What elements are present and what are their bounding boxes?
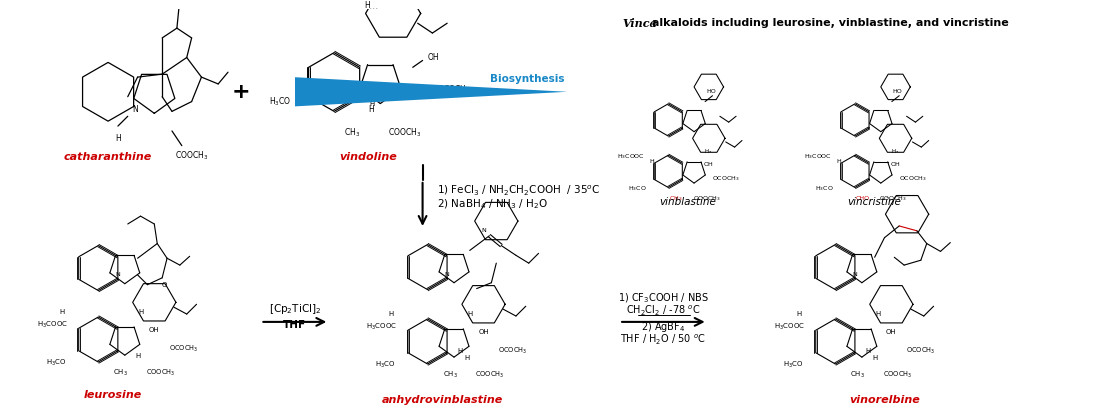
Text: CH$_3$: CH$_3$: [442, 369, 458, 380]
Text: leurosine: leurosine: [84, 390, 142, 400]
Text: N: N: [383, 87, 388, 93]
Text: THF: THF: [284, 320, 307, 330]
Text: CHO: CHO: [856, 196, 869, 201]
Text: OCOCH$_3$: OCOCH$_3$: [899, 174, 926, 183]
Text: H: H: [138, 309, 143, 315]
Text: H$_3$CO: H$_3$CO: [815, 184, 834, 193]
Text: N: N: [116, 272, 120, 277]
Text: H$_3$COOC: H$_3$COOC: [366, 322, 397, 332]
Text: CH$_3$: CH$_3$: [113, 368, 129, 378]
Text: H: H: [458, 348, 463, 354]
Text: 2) AgBF$_4$: 2) AgBF$_4$: [641, 320, 685, 334]
Text: CH$_3$: CH$_3$: [669, 194, 682, 203]
Text: OCOCH$_3$: OCOCH$_3$: [498, 346, 528, 356]
Text: COOCH$_3$: COOCH$_3$: [882, 369, 912, 380]
Text: 1) FeCl$_3$ / NH$_2$CH$_2$COOH  / 35$^o$C: 1) FeCl$_3$ / NH$_2$CH$_2$COOH / 35$^o$C: [438, 183, 601, 197]
Text: COOCH$_3$: COOCH$_3$: [145, 368, 175, 378]
Text: COOCH$_3$: COOCH$_3$: [388, 127, 421, 139]
Text: H$_3$COOC: H$_3$COOC: [36, 320, 67, 330]
Text: H: H: [388, 311, 394, 317]
Text: H$_3$CO: H$_3$CO: [375, 360, 396, 370]
Text: H$_3$CO: H$_3$CO: [783, 360, 803, 370]
Text: H: H: [836, 159, 842, 164]
Text: H$_3$COOC: H$_3$COOC: [617, 152, 646, 161]
Text: H: H: [865, 348, 870, 354]
Text: H: H: [464, 355, 470, 361]
Text: H: H: [59, 309, 65, 315]
Text: O: O: [162, 282, 167, 288]
Text: H: H: [796, 311, 802, 317]
Text: OCOCH$_3$: OCOCH$_3$: [712, 174, 739, 183]
Text: COOCH$_3$: COOCH$_3$: [475, 369, 504, 380]
Text: H$_{...}$: H$_{...}$: [364, 0, 378, 12]
Text: OH: OH: [148, 327, 159, 333]
Text: OCOCH$_3$: OCOCH$_3$: [169, 344, 198, 354]
Text: H: H: [368, 105, 374, 114]
Text: COOCH$_3$: COOCH$_3$: [880, 194, 907, 203]
Text: OH: OH: [886, 329, 896, 335]
Text: Biosynthesis: Biosynthesis: [490, 74, 564, 84]
Text: anhydrovinblastine: anhydrovinblastine: [382, 395, 503, 405]
Text: H: H: [872, 355, 878, 361]
Text: vinorelbine: vinorelbine: [849, 395, 920, 405]
Text: H: H: [650, 159, 654, 164]
Text: alkaloids including leurosine, vinblastine, and vincristine: alkaloids including leurosine, vinblasti…: [648, 18, 1009, 28]
Text: CH$_3$: CH$_3$: [850, 369, 866, 380]
Text: H: H: [116, 134, 121, 143]
Text: OH: OH: [704, 162, 714, 166]
Text: COOCH$_3$: COOCH$_3$: [175, 149, 208, 162]
Text: N: N: [481, 229, 486, 233]
Text: N: N: [132, 105, 138, 114]
Text: vincristine: vincristine: [848, 197, 902, 208]
Text: H: H: [874, 311, 880, 317]
Text: CH$_2$Cl$_2$ / -78 $^o$C: CH$_2$Cl$_2$ / -78 $^o$C: [626, 304, 701, 318]
Text: catharanthine: catharanthine: [64, 152, 152, 162]
Text: COOCH$_3$: COOCH$_3$: [693, 194, 720, 203]
Text: OCOCH$_3$: OCOCH$_3$: [438, 83, 471, 96]
Text: H$_\bullet$: H$_\bullet$: [891, 148, 900, 155]
Text: N: N: [444, 272, 450, 277]
Text: H$_3$CO: H$_3$CO: [46, 358, 66, 368]
Text: OH: OH: [891, 162, 901, 166]
Text: OH: OH: [428, 53, 439, 62]
Text: H: H: [370, 101, 375, 106]
Text: vinblastine: vinblastine: [660, 197, 716, 208]
Text: H$_3$COOC: H$_3$COOC: [773, 322, 804, 332]
Text: HO: HO: [893, 89, 903, 94]
Text: OH: OH: [478, 329, 488, 335]
Text: OCOCH$_3$: OCOCH$_3$: [906, 346, 935, 356]
Text: HO: HO: [706, 89, 716, 94]
Text: CH$_3$: CH$_3$: [343, 127, 360, 139]
Text: H$_\bullet$: H$_\bullet$: [704, 148, 713, 155]
Text: H: H: [135, 353, 140, 359]
Text: [Cp$_2$TiCl]$_2$: [Cp$_2$TiCl]$_2$: [268, 302, 321, 316]
Text: H$_3$COOC: H$_3$COOC: [804, 152, 832, 161]
Text: vindoline: vindoline: [340, 152, 397, 162]
Text: THF / H$_2$O / 50 $^o$C: THF / H$_2$O / 50 $^o$C: [620, 332, 706, 346]
Text: H$_3$CO: H$_3$CO: [268, 95, 292, 108]
Text: H$_3$CO: H$_3$CO: [628, 184, 647, 193]
Text: 2) NaBH$_4$ / NH$_3$ / H$_2$O: 2) NaBH$_4$ / NH$_3$ / H$_2$O: [438, 198, 548, 211]
Text: N: N: [852, 272, 857, 277]
Text: Vinca: Vinca: [623, 18, 657, 29]
Text: +: +: [231, 82, 250, 102]
Text: H: H: [468, 311, 472, 317]
Text: 1) CF$_3$COOH / NBS: 1) CF$_3$COOH / NBS: [618, 291, 708, 305]
